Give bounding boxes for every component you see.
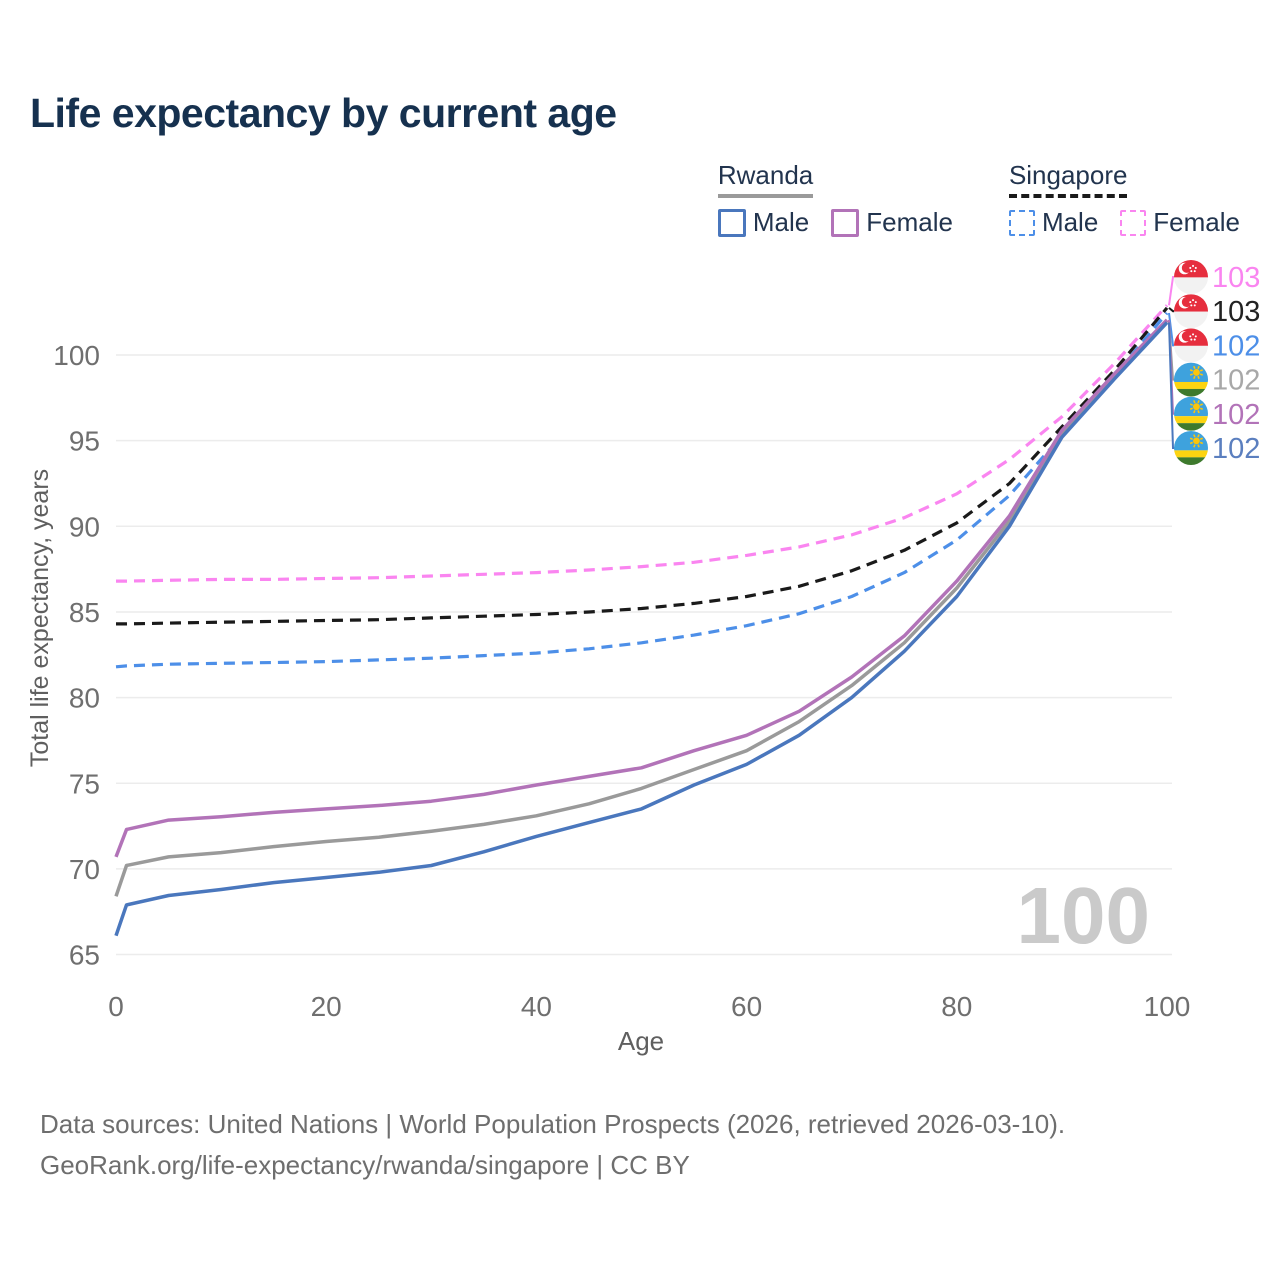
- footer-attribution: GeoRank.org/life-expectancy/rwanda/singa…: [40, 1150, 690, 1180]
- page-title: Life expectancy by current age: [30, 90, 617, 136]
- rwanda-flag-icon: [1174, 396, 1208, 431]
- y-tick-label-70: 70: [69, 854, 100, 885]
- series-line-rwanda-both-sexes[interactable]: [114, 319, 1169, 897]
- legend-country-rwanda[interactable]: Rwanda: [717, 160, 814, 198]
- y-tick-label-80: 80: [69, 683, 100, 714]
- legend-item-label: Female: [866, 207, 953, 237]
- singapore-flag-icon: [1174, 294, 1208, 329]
- singapore-flag-icon: [1174, 328, 1208, 363]
- singapore-flag-icon: [1174, 260, 1208, 294]
- footer: Data sources: United Nations | World Pop…: [40, 1104, 1065, 1186]
- y-tick-label-85: 85: [69, 597, 100, 628]
- legend-group-rwanda: Rwanda Male Female: [717, 160, 953, 238]
- age-watermark: 100: [1017, 871, 1150, 960]
- end-value-label-rwanda-female: 102: [1212, 399, 1260, 431]
- x-tick-label-20: 20: [311, 991, 342, 1022]
- y-tick-label-100: 100: [53, 340, 100, 371]
- series-line-rwanda-female[interactable]: [114, 318, 1169, 858]
- series-line-rwanda-male[interactable]: [114, 321, 1169, 937]
- x-tick-label-80: 80: [941, 991, 972, 1022]
- legend-item-singapore-male[interactable]: Male: [1008, 207, 1099, 238]
- series-line-singapore-both-sexes[interactable]: [116, 306, 1169, 626]
- x-tick-label-60: 60: [731, 991, 762, 1022]
- y-tick-label-90: 90: [69, 511, 100, 542]
- x-tick-label-100: 100: [1144, 991, 1191, 1022]
- end-value-label-rwanda-male: 102: [1212, 433, 1260, 465]
- legend-item-rwanda-male[interactable]: Male: [717, 207, 810, 238]
- legend-item-label: Male: [752, 207, 810, 237]
- legend-swatch-icon: [1120, 209, 1147, 236]
- legend-items: Male Female: [1008, 207, 1240, 238]
- end-value-label-rwanda-both-sexes: 102: [1212, 365, 1260, 397]
- y-tick-label-65: 65: [69, 940, 100, 971]
- legend-swatch-icon: [717, 208, 746, 237]
- footer-sources: Data sources: United Nations | World Pop…: [40, 1109, 1066, 1139]
- series-line-singapore-male[interactable]: [115, 311, 1169, 669]
- y-tick-label-75: 75: [69, 768, 100, 799]
- legend-item-rwanda-female[interactable]: Female: [831, 207, 953, 238]
- series-line-singapore-female[interactable]: [116, 304, 1169, 583]
- legend-items: Male Female: [717, 207, 953, 238]
- end-value-label-singapore-male: 102: [1212, 330, 1260, 362]
- end-value-label-singapore-both-sexes: 103: [1212, 296, 1260, 328]
- end-value-label-singapore-female: 103: [1212, 262, 1260, 294]
- legend-swatch-icon: [831, 208, 860, 237]
- x-tick-label-0: 0: [108, 991, 124, 1022]
- legend-item-label: Female: [1153, 207, 1240, 237]
- legend-item-singapore-female[interactable]: Female: [1120, 207, 1240, 238]
- rwanda-flag-icon: [1174, 431, 1208, 465]
- legend-group-singapore: Singapore Male Female: [1008, 160, 1240, 238]
- x-axis-title: Age: [618, 1026, 664, 1056]
- legend-country-singapore[interactable]: Singapore: [1008, 160, 1128, 198]
- y-tick-label-95: 95: [69, 426, 100, 457]
- legend-item-label: Male: [1041, 207, 1099, 237]
- x-tick-label-40: 40: [521, 991, 552, 1022]
- legend: Rwanda Male Female Singapore Male Female: [717, 160, 1240, 238]
- rwanda-flag-icon: [1174, 362, 1208, 397]
- legend-swatch-icon: [1008, 209, 1035, 236]
- y-axis-title: Total life expectancy, years: [26, 469, 54, 767]
